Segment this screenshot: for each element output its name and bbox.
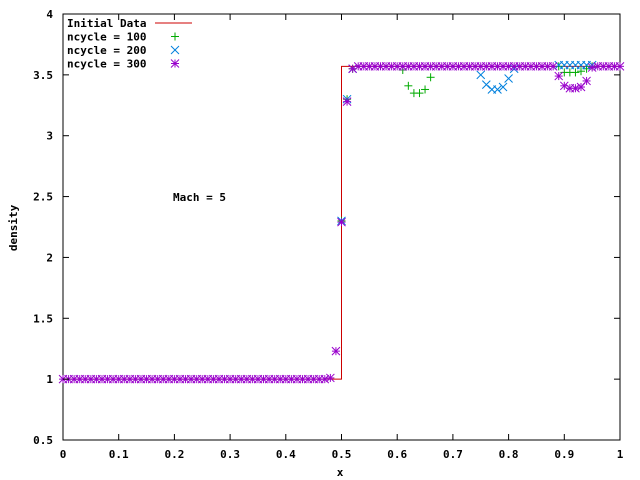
y-tick-label: 4 [46,8,53,21]
y-tick-label: 3 [46,130,53,143]
series-2 [337,60,597,226]
mach-annotation: Mach = 5 [173,191,226,204]
data-point [548,61,558,71]
x-tick-label: 0.8 [499,448,519,461]
x-tick-label: 0.2 [164,448,184,461]
y-tick-label: 3.5 [33,69,53,82]
data-point [421,85,430,94]
x-tick-label: 1 [617,448,624,461]
legend-label: Initial Data [67,17,146,30]
x-tick-label: 0.9 [554,448,574,461]
x-tick-label: 0.5 [332,448,352,461]
data-point [554,71,564,81]
legend-label: ncycle = 300 [67,58,146,71]
ticks-layer: 0 0.1 0.2 0.3 0.4 0.5 0.6 0.7 0.8 0.9 1 0.5 1 1.5 2 2.5… [33,8,624,461]
x-tick-label: 0.6 [387,448,407,461]
y-tick-label: 2.5 [33,191,53,204]
data-point [587,63,597,72]
y-axis-label: density [7,204,20,251]
y-tick-label: 1 [46,373,53,386]
data-point [331,346,341,356]
legend-marker-sample [170,59,180,68]
x-tick-label: 0.4 [276,448,296,461]
legend-label: ncycle = 200 [67,44,146,57]
data-point [582,64,591,73]
data-point [415,89,424,98]
data-point [342,97,352,106]
data-point [498,82,508,92]
data-point [582,76,591,86]
series-1 [337,62,597,225]
x-tick-label: 0 [60,448,67,461]
data-point [426,73,435,82]
x-tick-label: 0.1 [109,448,129,461]
data-point [493,85,502,94]
data-point [404,81,413,90]
x-axis-label: x [337,466,344,479]
data-point [476,70,486,80]
y-tick-label: 0.5 [33,434,53,447]
y-tick-label: 2 [46,251,53,264]
data-point [571,83,580,93]
y-tick-label: 1.5 [33,312,53,325]
series-3 [58,61,625,384]
data-point [571,68,580,77]
data-point [577,67,586,76]
data-point [326,373,335,383]
legend-label: ncycle = 100 [67,31,146,44]
x-tick-label: 0.3 [220,448,240,461]
data-point [615,61,625,71]
data-point [320,374,330,384]
legend-marker-sample [170,45,180,55]
series-layer [58,60,625,384]
data-point [337,217,346,227]
data-point [504,74,513,83]
x-tick-label: 0.7 [443,448,463,461]
legend-marker-sample [171,32,179,41]
